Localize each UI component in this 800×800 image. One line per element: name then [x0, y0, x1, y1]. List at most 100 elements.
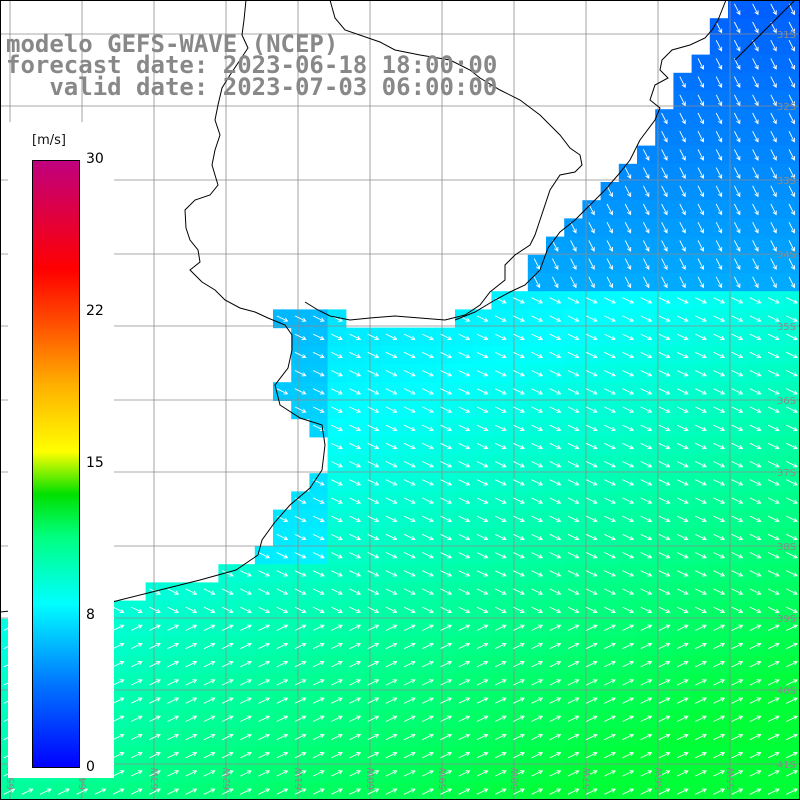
wind-arrow [203, 588, 216, 595]
wind-arrow [531, 715, 544, 722]
wind-arrow [130, 642, 143, 650]
wind-arrow [658, 642, 671, 650]
wind-arrow [276, 606, 289, 613]
wind-arrow [767, 733, 780, 741]
wind-arrow [733, 112, 741, 125]
wind-arrow [112, 770, 125, 777]
wind-arrow [622, 697, 635, 704]
wind-arrow [130, 715, 143, 722]
lon-label: 65W [6, 767, 17, 790]
wind-arrow [531, 497, 544, 504]
wind-arrow [312, 351, 325, 359]
wind-arrow [679, 76, 686, 89]
wind-arrow [733, 39, 741, 52]
wind-arrow [331, 515, 343, 522]
wind-arrow [731, 770, 744, 777]
wind-arrow [385, 752, 398, 759]
wind-arrow [513, 733, 525, 741]
wind-arrow [752, 276, 759, 289]
wind-arrow [676, 333, 689, 340]
wind-arrow [531, 770, 544, 777]
wind-arrow [676, 752, 689, 759]
wind-arrow [513, 642, 525, 650]
wind-arrow [585, 715, 598, 722]
coastline-north [304, 0, 583, 321]
wind-arrow [112, 679, 125, 686]
wind-arrow [531, 679, 544, 686]
wind-arrow [786, 479, 798, 486]
wind-arrow [513, 442, 525, 450]
wind-arrow [531, 515, 544, 522]
wind-arrow [770, 221, 777, 234]
wind-arrow [767, 642, 780, 650]
wind-arrow [422, 606, 434, 613]
wind-arrow [622, 370, 635, 377]
wind-arrow [606, 258, 613, 271]
wind-arrow [258, 679, 271, 686]
wind-arrow [658, 606, 671, 613]
wind-arrow [403, 733, 416, 741]
wind-arrow [640, 588, 653, 595]
wind-arrow [606, 203, 613, 216]
wind-arrow [585, 697, 598, 704]
wind-arrow [676, 442, 689, 450]
wind-arrow [349, 770, 362, 777]
wind-arrow [494, 697, 507, 704]
wind-arrow [604, 315, 616, 322]
wind-arrow [752, 112, 759, 125]
wind-arrow [240, 570, 252, 577]
wind-arrow [731, 333, 744, 340]
wind-arrow [624, 258, 632, 271]
wind-arrow [422, 679, 434, 686]
wind-arrow [367, 788, 380, 795]
wind-arrow [458, 642, 471, 650]
wind-arrow [567, 370, 580, 377]
wind-arrow [786, 406, 798, 413]
wind-arrow [440, 370, 453, 377]
wind-arrow [422, 570, 434, 577]
wind-arrow [458, 479, 471, 486]
wind-arrow [585, 406, 598, 413]
wind-arrow [713, 624, 726, 631]
wind-arrow [767, 679, 780, 686]
wind-arrow [749, 570, 762, 577]
wind-arrow [658, 370, 671, 377]
wind-arrow [440, 770, 453, 777]
wind-arrow [240, 679, 252, 686]
wind-arrow [513, 351, 525, 359]
wind-cell [782, 200, 800, 219]
wind-arrow [385, 606, 398, 613]
wind-arrow [403, 606, 416, 613]
wind-cell [782, 782, 800, 800]
wind-arrow [494, 351, 507, 359]
wind-arrow [185, 588, 198, 595]
wind-arrow [770, 185, 777, 198]
wind-arrow [749, 333, 762, 340]
wind-arrow [752, 58, 759, 70]
wind-arrow [494, 570, 507, 577]
wind-arrow [749, 351, 762, 359]
wind-arrow [733, 203, 741, 216]
coastline [0, 0, 326, 613]
wind-arrow [749, 788, 762, 795]
wind-arrow [422, 661, 434, 668]
wind-arrow [221, 642, 234, 650]
wind-arrow [130, 770, 143, 777]
wind-arrow [422, 715, 434, 722]
coastline-uruguay [454, 0, 727, 321]
wind-arrow [331, 752, 343, 759]
wind-arrow [788, 94, 795, 107]
wind-arrow [549, 351, 562, 359]
wind-arrow [440, 697, 453, 704]
wind-arrow [312, 315, 325, 322]
wind-arrow [697, 240, 704, 252]
wind-arrow [276, 552, 289, 559]
wind-arrow [676, 533, 689, 541]
wind-arrow [258, 697, 271, 704]
wind-arrow [331, 424, 343, 431]
wind-arrow [695, 661, 707, 668]
wind-arrow [658, 661, 671, 668]
wind-arrow [203, 679, 216, 686]
wind-arrow [476, 388, 489, 395]
wind-arrow [349, 661, 362, 668]
